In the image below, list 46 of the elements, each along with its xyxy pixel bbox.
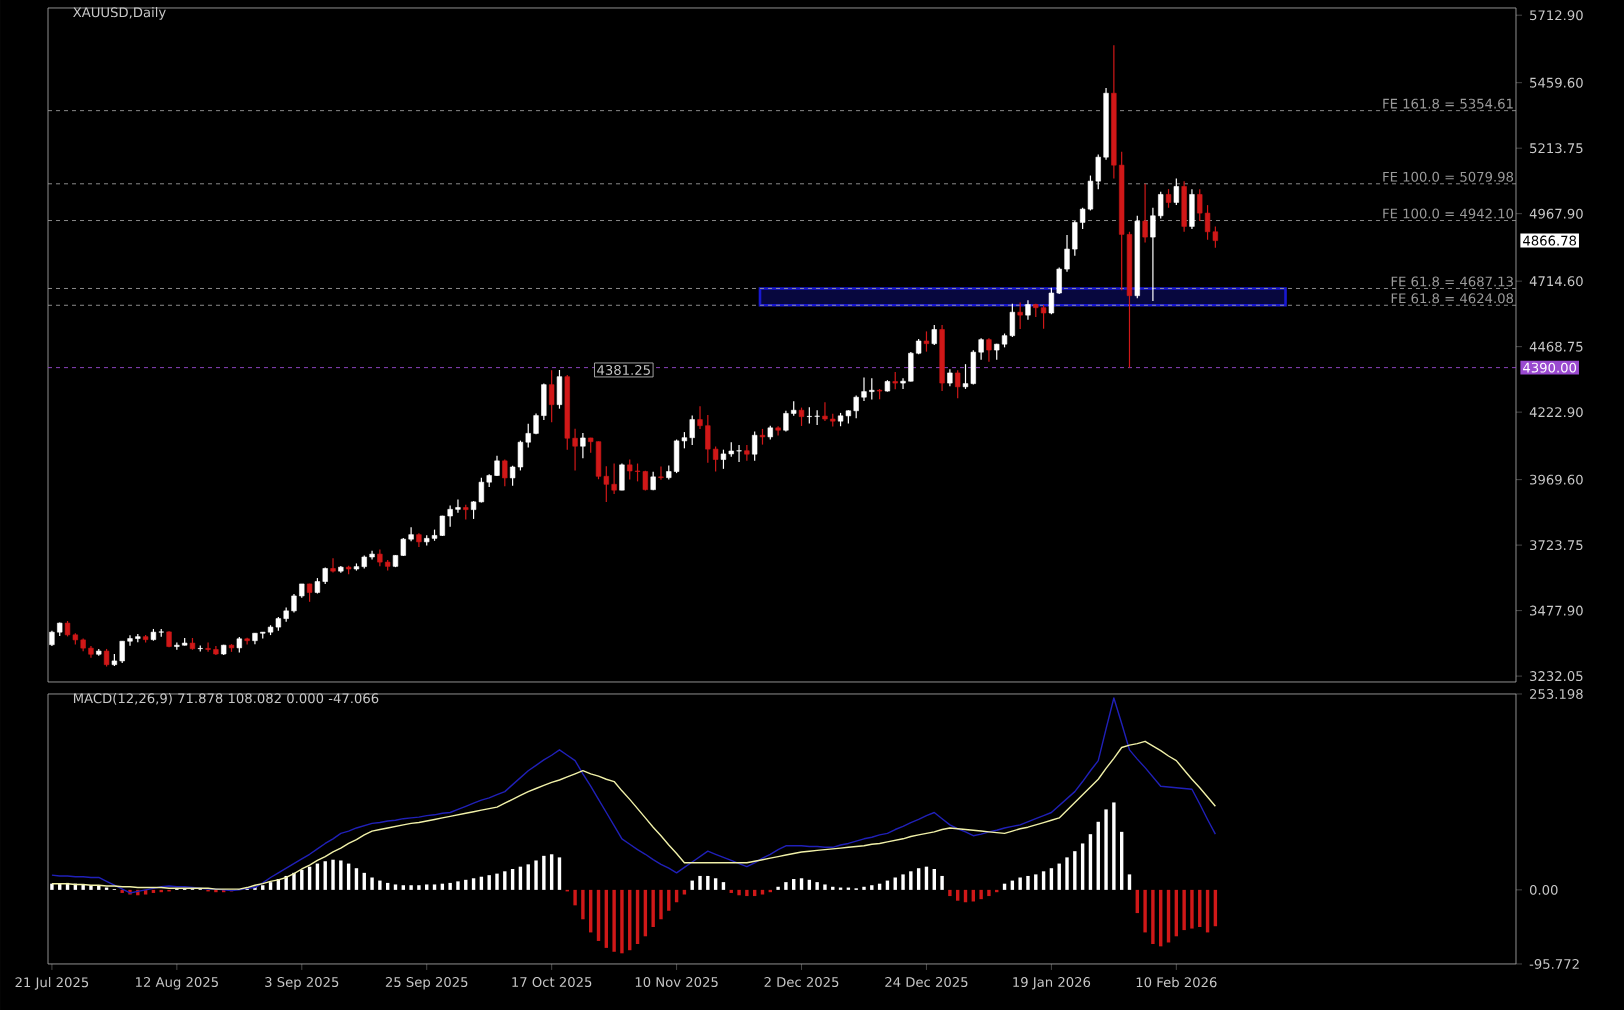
candlestick bbox=[1142, 183, 1148, 244]
candlestick bbox=[330, 557, 336, 574]
candlestick bbox=[1009, 303, 1015, 338]
candlestick bbox=[1025, 299, 1031, 321]
candlestick bbox=[814, 409, 820, 426]
candlestick bbox=[439, 515, 445, 537]
candlestick bbox=[822, 401, 828, 422]
candlestick bbox=[752, 430, 758, 462]
candlestick bbox=[744, 444, 750, 462]
candlestick bbox=[595, 440, 602, 480]
candlestick bbox=[673, 438, 680, 474]
candlestick bbox=[931, 324, 937, 346]
candlestick bbox=[502, 458, 508, 487]
candlestick bbox=[1017, 302, 1023, 330]
candlestick bbox=[580, 432, 586, 459]
candlestick bbox=[455, 498, 461, 514]
candlestick bbox=[869, 377, 875, 401]
candlestick bbox=[658, 465, 664, 481]
candlestick bbox=[478, 477, 485, 504]
candlestick bbox=[447, 505, 453, 528]
candlestick bbox=[205, 641, 211, 653]
candlestick bbox=[1040, 304, 1047, 330]
candlestick bbox=[986, 337, 992, 363]
candlestick bbox=[174, 641, 180, 651]
candlestick bbox=[955, 369, 961, 399]
candlestick bbox=[1165, 188, 1172, 209]
candlestick bbox=[627, 458, 633, 481]
candlestick bbox=[306, 583, 313, 603]
candlestick bbox=[720, 449, 727, 470]
candlestick bbox=[556, 369, 563, 410]
candlestick bbox=[783, 410, 789, 433]
candlestick bbox=[775, 425, 781, 437]
candlestick bbox=[549, 369, 555, 423]
candlestick bbox=[798, 406, 805, 427]
candlestick bbox=[705, 414, 711, 464]
candlestick bbox=[119, 640, 125, 664]
candlestick bbox=[923, 330, 930, 353]
candlestick bbox=[1181, 180, 1187, 233]
candlestick bbox=[619, 462, 625, 491]
candlestick bbox=[736, 444, 742, 463]
candlestick bbox=[1189, 188, 1195, 230]
candlestick bbox=[689, 414, 695, 446]
candlestick bbox=[517, 440, 524, 472]
candlestick bbox=[853, 394, 859, 419]
candlestick bbox=[1173, 177, 1179, 206]
candlestick bbox=[611, 462, 617, 495]
